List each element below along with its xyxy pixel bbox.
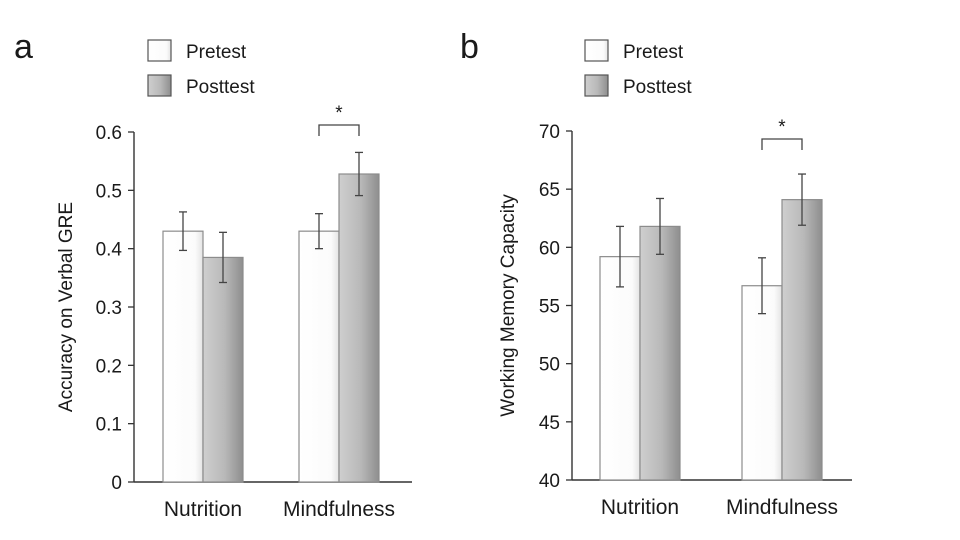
- y-tick-label: 45: [539, 413, 560, 434]
- x-category-label: Nutrition: [164, 498, 242, 521]
- panel-label: a: [14, 28, 33, 66]
- y-tick-label: 0.6: [96, 123, 122, 144]
- bar-pretest-mindfulness: [741, 285, 783, 481]
- y-tick-label: 65: [539, 180, 560, 201]
- legend-swatch-pretest: [584, 39, 609, 62]
- bar-posttest-nutrition: [639, 225, 681, 481]
- x-category-label: Nutrition: [601, 496, 679, 519]
- legend-swatch-posttest: [584, 74, 609, 97]
- x-category-label: Mindfulness: [283, 498, 395, 521]
- x-category-label: Mindfulness: [726, 496, 838, 519]
- y-tick-label: 40: [539, 471, 560, 492]
- y-tick-label: 0.2: [96, 356, 122, 377]
- y-tick-label: 60: [539, 238, 560, 259]
- y-axis-title: Working Memory Capacity: [498, 194, 519, 417]
- chart-panel-a: a Pretest Posttest 0 0.1 0.2 0.3 0.4 0.5 0.6 Accur…: [14, 28, 412, 521]
- significance-asterisk: *: [778, 117, 786, 138]
- bar-posttest-mindfulness: [781, 199, 823, 481]
- y-tick-label: 0: [111, 473, 122, 494]
- legend: Pretest Posttest: [147, 39, 255, 98]
- significance-bracket: [318, 124, 360, 136]
- legend-swatch-pretest: [147, 39, 172, 62]
- bar-posttest-mindfulness: [338, 173, 380, 483]
- legend-label-posttest: Posttest: [186, 77, 255, 98]
- y-tick-label: 0.1: [96, 415, 122, 436]
- y-tick-label: 50: [539, 355, 560, 376]
- y-tick-label: 0.3: [96, 298, 122, 319]
- y-axis-title: Accuracy on Verbal GRE: [56, 202, 77, 412]
- legend-label-posttest: Posttest: [623, 77, 692, 98]
- chart-panel-b: b Pretest Posttest 40 45 50 55 60 65 70 Working Me…: [460, 28, 852, 519]
- legend: Pretest Posttest: [584, 39, 692, 98]
- significance-bracket: [761, 138, 803, 150]
- panel-label: b: [460, 28, 479, 66]
- y-tick-label: 0.5: [96, 181, 122, 202]
- bar-posttest-nutrition: [202, 256, 244, 483]
- legend-label-pretest: Pretest: [186, 42, 247, 63]
- legend-swatch-posttest: [147, 74, 172, 97]
- bar-pretest-nutrition: [162, 230, 204, 483]
- y-tick-label: 70: [539, 122, 560, 143]
- bar-pretest-nutrition: [599, 256, 641, 481]
- bar-pretest-mindfulness: [298, 230, 340, 483]
- y-tick-label: 0.4: [96, 240, 123, 261]
- y-tick-label: 55: [539, 297, 560, 318]
- legend-label-pretest: Pretest: [623, 42, 684, 63]
- significance-asterisk: *: [335, 103, 343, 124]
